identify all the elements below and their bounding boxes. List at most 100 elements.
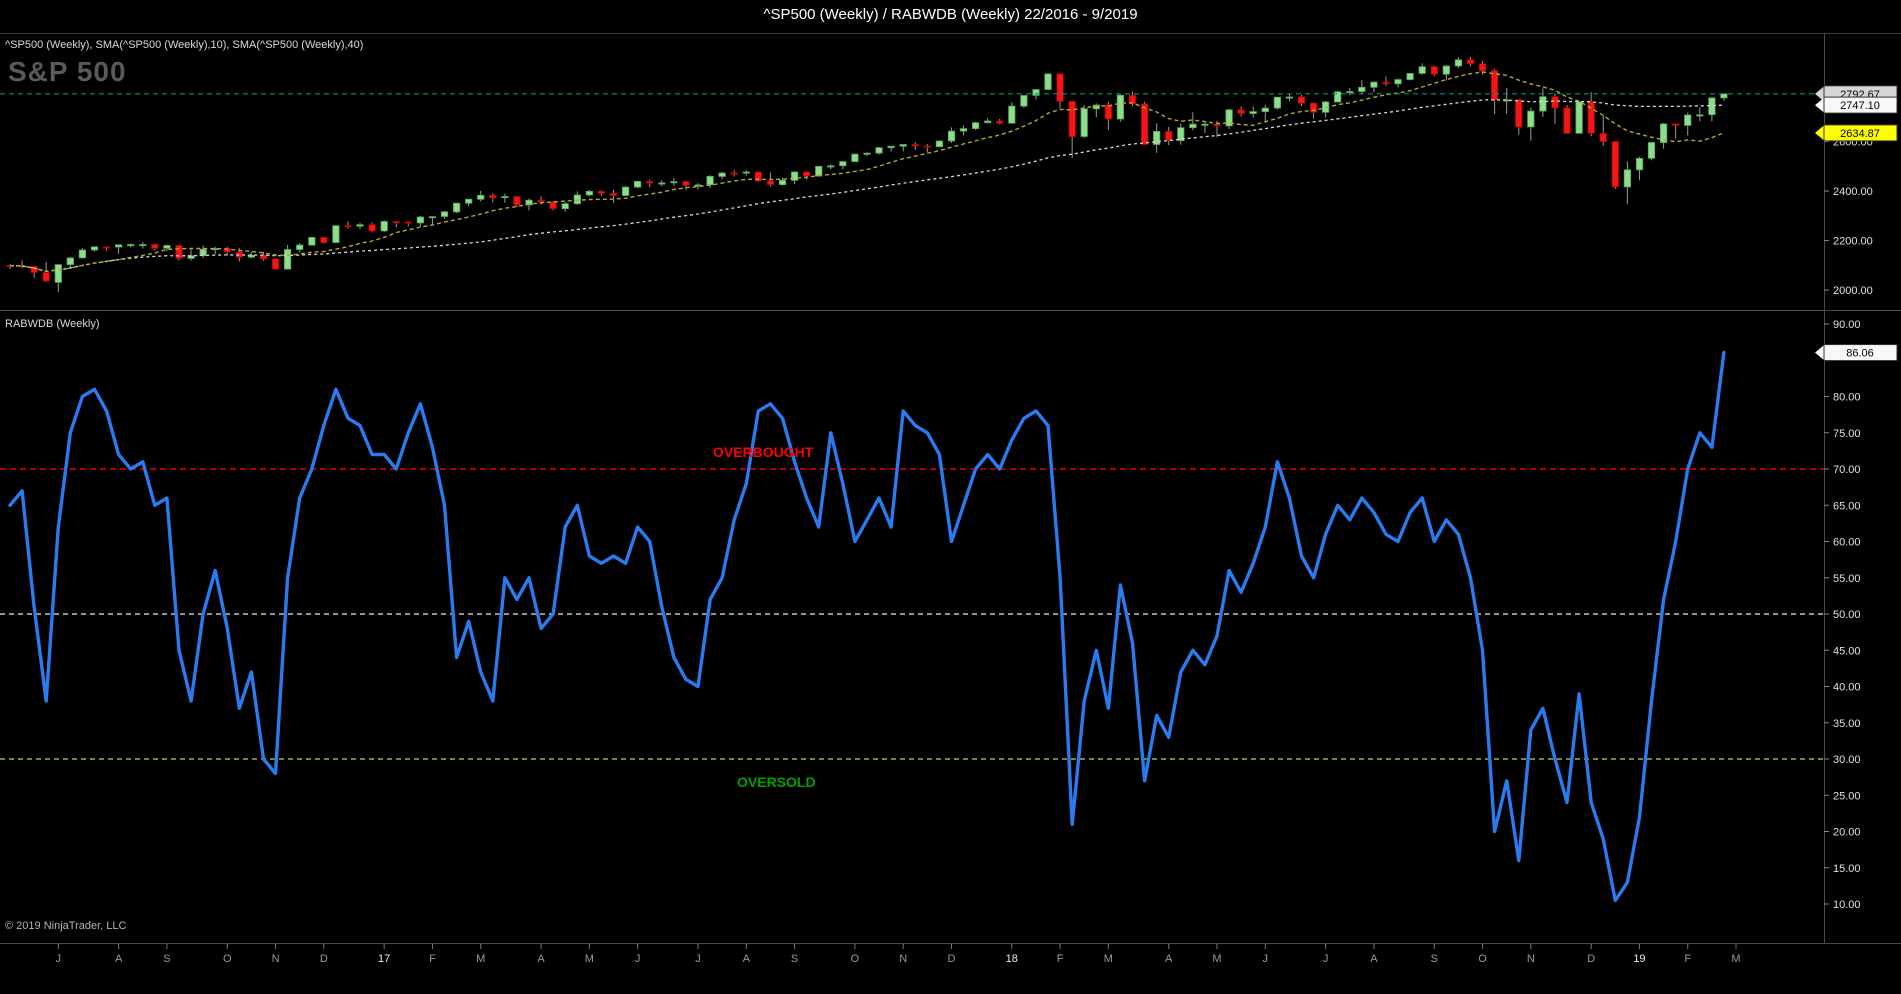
svg-text:55.00: 55.00 (1833, 573, 1861, 585)
candle-body (911, 144, 919, 147)
candle-body (1527, 110, 1535, 128)
candle-body (78, 249, 86, 259)
candle-body (1273, 96, 1281, 109)
candle-body (308, 236, 316, 246)
candle-body (851, 153, 859, 162)
candle-body (1684, 114, 1692, 126)
candle-body (959, 128, 968, 132)
svg-text:N: N (1527, 953, 1535, 965)
svg-text:50.00: 50.00 (1833, 609, 1861, 621)
candle-body (1466, 59, 1475, 65)
candle-body (90, 246, 99, 251)
candle-body (1092, 104, 1100, 110)
indicator-axis: 90.00 80.00 75.00 70.00 65.00 60.00 55.00 50.00… (1824, 319, 1861, 911)
svg-text:O: O (223, 953, 232, 965)
svg-text:80.00: 80.00 (1833, 392, 1861, 404)
candle-body (477, 194, 485, 200)
candle-body (1189, 123, 1197, 129)
price-candles (6, 57, 1728, 293)
candle-body (1020, 95, 1028, 107)
svg-text:A: A (1370, 953, 1378, 965)
svg-text:45.00: 45.00 (1833, 645, 1861, 657)
candle-body (778, 179, 787, 185)
svg-text:2400.00: 2400.00 (1833, 186, 1873, 198)
svg-text:75.00: 75.00 (1833, 428, 1861, 440)
candle-body (863, 152, 871, 155)
candle-body (1647, 142, 1656, 159)
candle-body (706, 175, 714, 186)
svg-text:M: M (1104, 953, 1113, 965)
candle-body (416, 216, 425, 224)
candle-body (1285, 96, 1293, 99)
candle-body (428, 216, 437, 219)
svg-text:J: J (56, 953, 62, 965)
oscillator-line (8, 350, 1726, 903)
svg-text:65.00: 65.00 (1833, 500, 1861, 512)
candle-body (1358, 86, 1366, 92)
price-box: 2747.10 (1815, 96, 1898, 114)
svg-text:60.00: 60.00 (1833, 537, 1861, 549)
candle-body (42, 272, 50, 282)
candle-body (30, 265, 38, 273)
svg-text:M: M (585, 953, 594, 965)
svg-text:20.00: 20.00 (1833, 827, 1861, 839)
candle-body (947, 130, 956, 142)
svg-text:F: F (429, 953, 436, 965)
candle-body (875, 147, 883, 154)
candle-body (658, 182, 666, 185)
candle-body (404, 221, 412, 224)
candle-body (1032, 89, 1040, 96)
candle-body (887, 145, 895, 149)
svg-text:J: J (695, 953, 701, 965)
copyright-text: © 2019 NinjaTrader, LLC (5, 920, 127, 932)
candle-body (1261, 107, 1269, 112)
candle-body (283, 249, 292, 270)
svg-text:J: J (1263, 953, 1269, 965)
candle-body (935, 140, 944, 148)
candle-body (1153, 130, 1161, 145)
candle-body (718, 172, 726, 177)
candle-body (271, 258, 280, 270)
candle-body (1201, 123, 1209, 126)
candle-body (827, 165, 835, 168)
candle-body (320, 236, 328, 243)
candle-body (549, 201, 557, 209)
candle-body (139, 244, 147, 247)
svg-text:O: O (851, 953, 860, 965)
candle-body (1165, 130, 1173, 141)
candle-body (815, 165, 823, 177)
candle-body (368, 224, 376, 232)
candle-body (1128, 94, 1137, 105)
svg-text:O: O (1478, 953, 1487, 965)
candle-body (742, 171, 750, 174)
candle-body (1660, 123, 1668, 143)
svg-text:M: M (1731, 953, 1740, 965)
candle-body (1515, 99, 1523, 128)
candle-body (1310, 102, 1318, 113)
candle-body (1116, 94, 1124, 120)
candle-body (332, 225, 340, 243)
candle-body (622, 186, 630, 196)
svg-text:2747.10: 2747.10 (1840, 100, 1880, 112)
svg-text:A: A (1165, 953, 1173, 965)
svg-text:40.00: 40.00 (1833, 682, 1861, 694)
candle-body (1442, 65, 1450, 75)
candle-body (803, 171, 811, 177)
candle-body (151, 244, 159, 249)
candle-body (1068, 101, 1076, 138)
indicator-panel-label: RABWDB (Weekly) (5, 318, 100, 330)
candle-body (127, 244, 135, 247)
sp500-watermark: S&P 500 (8, 56, 127, 87)
candle-body (356, 224, 364, 227)
candle-body (1539, 96, 1547, 112)
indicator-value-box: 86.06 (1815, 344, 1898, 362)
candle-body (1635, 157, 1644, 171)
candle-body (730, 172, 738, 175)
candle-body (766, 180, 775, 185)
svg-text:86.06: 86.06 (1846, 348, 1874, 360)
candle-body (1370, 81, 1378, 88)
candle-body (537, 199, 545, 203)
svg-text:17: 17 (378, 953, 390, 965)
